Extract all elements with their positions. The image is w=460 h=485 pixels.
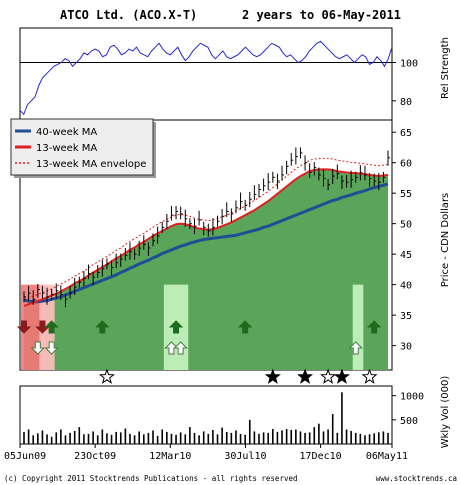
price-axis-label: Price - CDN Dollars: [440, 193, 451, 288]
filled-star-icon: [264, 368, 281, 384]
filled-star-icon: [297, 368, 314, 384]
ma40-line: [23, 182, 389, 304]
weak-buy-arrow: [348, 341, 363, 355]
rel-strength-panel: [19, 27, 393, 121]
x-axis-tick-label: 05Jun09: [4, 451, 46, 462]
site-url: www.stocktrends.ca: [376, 474, 457, 483]
x-axis-tick-label: 23Oct09: [74, 451, 116, 462]
price-tick-label: 55: [400, 189, 412, 200]
price-trend-area: [24, 169, 388, 370]
buy-signal-arrow: [168, 320, 184, 334]
chart-title: ATCO Ltd. (ACO.X-T): [60, 8, 197, 22]
filled-star-icon: [333, 368, 350, 384]
signal-band: [352, 284, 364, 370]
buy-signal-arrow: [366, 320, 382, 334]
open-star-icon: [361, 368, 378, 384]
price-tick-label: 50: [400, 220, 412, 231]
buy-signal-arrow: [237, 320, 253, 334]
sell-signal-arrow: [16, 320, 32, 334]
buy-signal-arrow: [95, 320, 110, 334]
weak-sell-arrow: [30, 341, 46, 355]
x-axis: 05Jun09 23Oct09 12Mar10 30Jul10 17Dec10 06May…: [4, 444, 408, 462]
legend-label-ma40: 40-week MA: [36, 127, 97, 138]
rel-strength-tick-label: 80: [400, 97, 412, 108]
volume-tick-label: 500: [400, 416, 418, 427]
chart-date-range: 2 years to 06-May-2011: [242, 8, 401, 22]
x-axis-tick-label: 12Mar10: [149, 451, 191, 462]
volume-layer: 500 1000: [23, 392, 424, 444]
open-star-icon: [98, 368, 115, 384]
x-axis-tick-label: 17Dec10: [300, 451, 342, 462]
weak-sell-arrow: [44, 341, 59, 355]
price-layer: 30 35 40 45 50 55 60 65: [16, 128, 412, 370]
x-axis-tick-label: 06May11: [366, 451, 408, 462]
legend: 40-week MA 13-week MA 13-week MA envelop…: [10, 118, 156, 178]
star-ratings-row: [98, 368, 378, 384]
copyright-text: (c) Copyright 2011 Stocktrends Publicati…: [4, 474, 298, 483]
price-tick-label: 45: [400, 250, 412, 261]
volume-tick-label: 1000: [400, 392, 424, 403]
x-axis-tick-label: 30Jul10: [224, 451, 266, 462]
volume-panel: [19, 385, 393, 445]
rel-strength-line: [19, 40, 393, 116]
price-tick-label: 35: [400, 311, 412, 322]
rel-strength-tick-label: 100: [400, 59, 418, 70]
volume-axis-label: Wkly Vol (000): [440, 376, 451, 449]
legend-box: [10, 118, 154, 176]
rel-strength-label: Rel Strength: [440, 37, 451, 99]
envelope-line: [23, 157, 389, 300]
rel-strength-layer: 80 100: [19, 40, 418, 116]
open-star-icon: [320, 368, 337, 384]
weak-buy-arrow: [173, 341, 188, 355]
price-tick-label: 40: [400, 281, 412, 292]
legend-label-ma13: 13-week MA: [36, 143, 97, 154]
legend-label-envelope: 13-week MA envelope: [36, 159, 146, 170]
price-tick-label: 60: [400, 159, 412, 170]
ma13-line: [23, 168, 389, 307]
price-tick-label: 65: [400, 128, 412, 139]
buy-signal-arrow: [44, 320, 59, 334]
price-tick-label: 30: [400, 342, 412, 353]
